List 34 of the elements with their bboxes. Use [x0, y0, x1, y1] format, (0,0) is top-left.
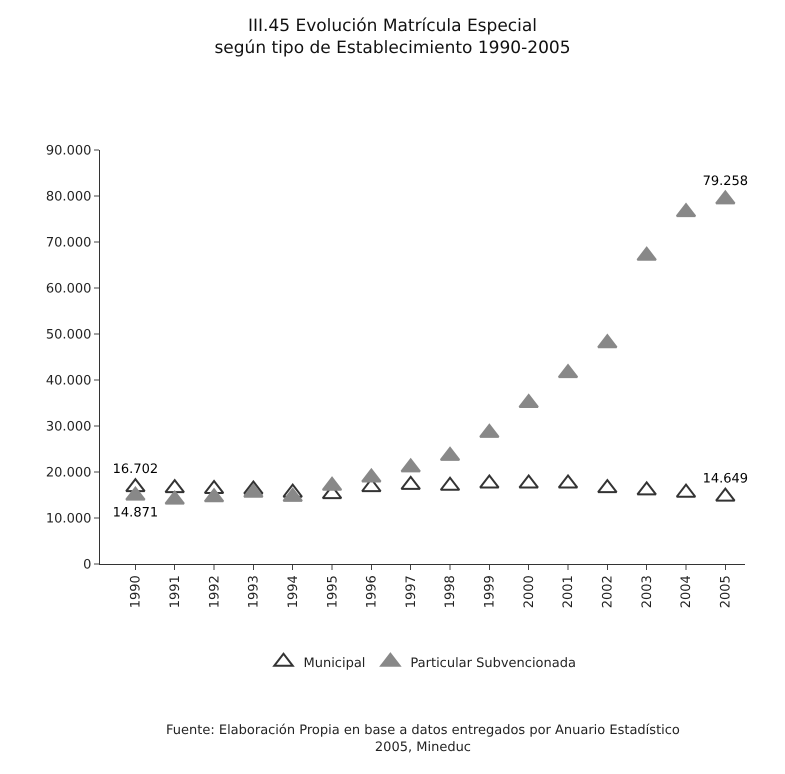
y-tick-label: 80.000	[46, 190, 92, 205]
x-tick-label: 2001	[561, 575, 576, 608]
x-tick-label: 2005	[718, 575, 734, 608]
x-tick-label: 1996	[364, 575, 380, 608]
legend-label: Municipal	[304, 656, 366, 671]
x-tick-label: 1993	[246, 575, 262, 608]
x-tick-label: 2004	[679, 575, 694, 608]
y-tick-label: 60.000	[46, 282, 92, 297]
x-tick-label: 1999	[482, 575, 498, 608]
data-label: 14.871	[112, 505, 158, 520]
data-label: 14.649	[702, 471, 748, 486]
chart-title: III.45 Evolución Matrícula Especial según tipo de Establecimiento 1990-2005	[214, 16, 571, 58]
x-tick-label: 1998	[443, 575, 458, 608]
data-label: 16.702	[112, 462, 158, 477]
y-tick-label: 30.000	[46, 420, 92, 435]
source-note: Fuente: Elaboración Propia en base a datos entregados por Anuario Estadístico 2005, Mineduc	[166, 723, 680, 755]
y-tick-label: 10.000	[46, 512, 92, 527]
x-tick-label: 1995	[325, 575, 340, 608]
legend-label: Particular Subvencionada	[410, 656, 576, 671]
y-tick-label: 90.000	[46, 144, 92, 159]
x-tick-label: 2000	[522, 575, 537, 608]
x-tick-label: 2002	[600, 575, 616, 608]
x-tick-label: 1992	[207, 575, 222, 608]
y-tick-label: 50.000	[46, 328, 92, 343]
y-tick-label: 20.000	[46, 466, 92, 481]
y-tick-label: 40.000	[46, 374, 92, 389]
x-tick-label: 2003	[640, 575, 655, 608]
y-tick-label: 70.000	[46, 236, 92, 251]
x-tick-label: 1991	[168, 575, 183, 608]
x-tick-label: 1994	[286, 575, 301, 608]
data-label: 79.258	[702, 174, 748, 190]
y-tick-label: 0	[83, 558, 92, 573]
x-tick-label: 1997	[404, 575, 419, 608]
x-tick-label: 1990	[128, 575, 144, 608]
